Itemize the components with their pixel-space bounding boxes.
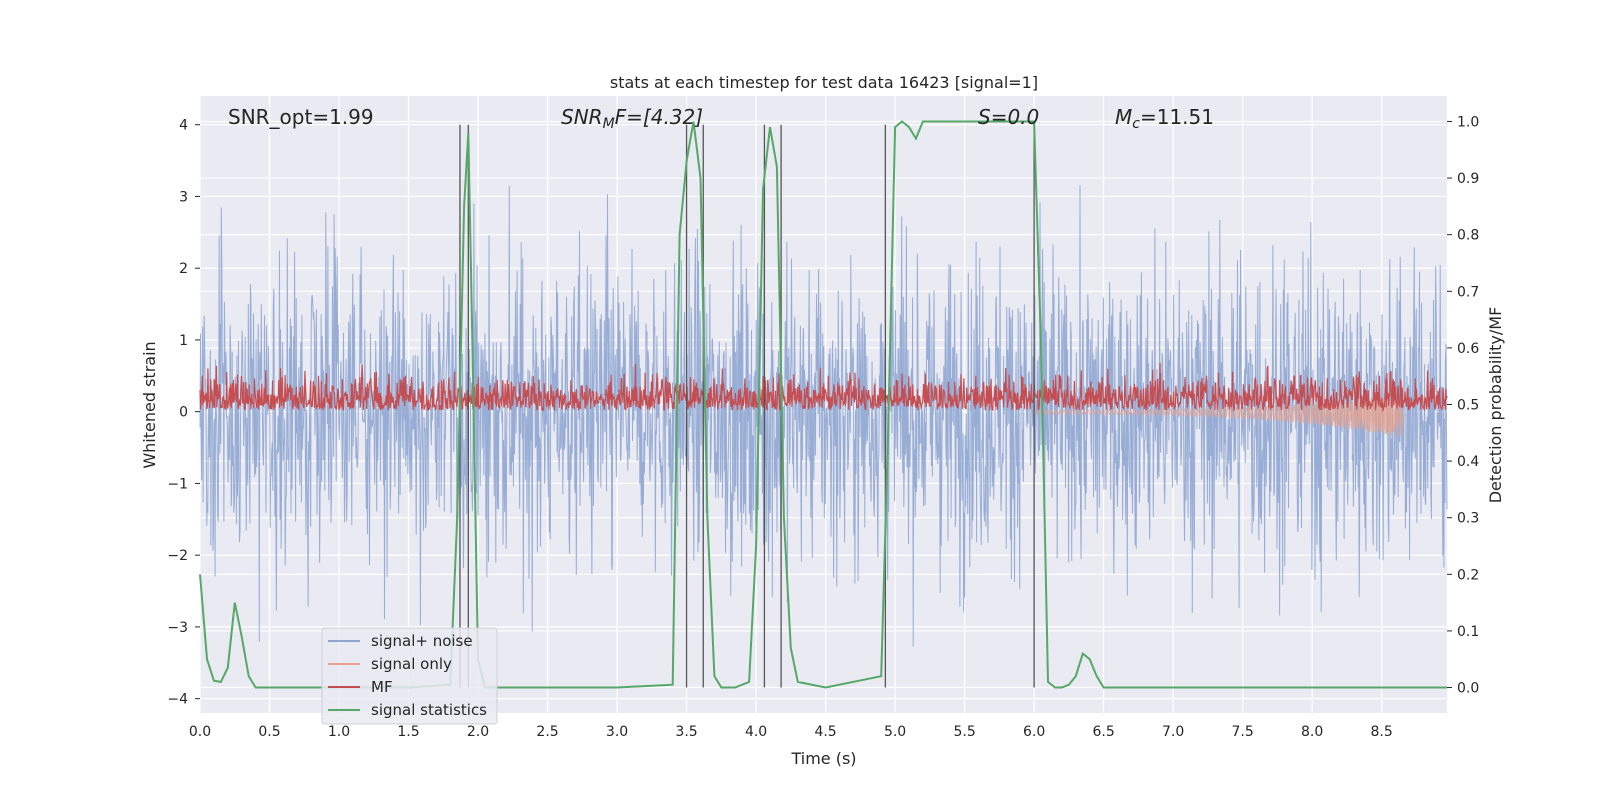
x-axis-label: Time (s) [790,749,856,768]
signal-only-line [1033,395,1403,437]
mf-series [199,362,1448,413]
signal-noise-series [199,184,1448,647]
snr-opt-annotation: SNR_opt=1.99 [228,105,374,129]
legend-label-mf: MF [371,678,393,696]
x-tick-label: 3.0 [606,724,628,740]
chart-title: stats at each timestep for test data 164… [610,73,1038,92]
left-tick-label: −2 [167,548,188,564]
left-tick-label: −1 [167,476,188,492]
signal-only-series [1033,395,1403,437]
snr-mf-annotation: SNRMF=[4.32] [561,105,703,132]
left-tick-label: 2 [179,261,188,277]
x-tick-label: 1.5 [397,724,419,740]
right-tick-label: 0.7 [1457,284,1479,300]
legend-label-signal-noise: signal+ noise [371,632,473,650]
x-tick-label: 2.0 [467,724,489,740]
right-tick-label: 1.0 [1457,114,1479,130]
x-tick-label: 1.0 [328,724,350,740]
legend-label-signal-statistics: signal statistics [371,701,487,719]
x-tick-label: 4.5 [814,724,836,740]
x-tick-label: 3.5 [675,724,697,740]
x-tick-label: 0.5 [258,724,280,740]
left-tick-label: 0 [179,405,188,421]
left-tick-label: 4 [179,118,188,134]
x-tick-label: 6.5 [1092,724,1114,740]
x-tick-label: 2.5 [536,724,558,740]
left-tick-label: −3 [167,620,188,636]
right-tick-label: 0.4 [1457,454,1479,470]
left-axis-label: Whitened strain [140,341,159,468]
legend-box [321,627,498,725]
s-annotation: S=0.0 [978,105,1039,129]
legend-label-signal-only: signal only [371,655,452,673]
x-tick-label: 7.0 [1162,724,1184,740]
x-tick-label: 7.5 [1232,724,1254,740]
left-tick-label: −4 [167,692,188,708]
x-tick-label: 5.0 [884,724,906,740]
x-tick-label: 8.0 [1301,724,1323,740]
mf-line [199,362,1448,413]
left-axis-ticks: 4 3 2 1 0 −1 −2 −3 −4 [167,118,200,708]
x-tick-label: 8.5 [1371,724,1393,740]
x-tick-label: 4.0 [745,724,767,740]
x-tick-label: 5.5 [953,724,975,740]
right-tick-label: 0.9 [1457,171,1479,187]
right-tick-label: 0.8 [1457,228,1479,244]
mc-annotation: Mc=11.51 [1115,105,1214,132]
right-tick-label: 0.5 [1457,398,1479,414]
left-tick-label: 1 [179,333,188,349]
right-axis-label: Detection probability/MF [1486,307,1505,504]
x-tick-label: 0.0 [189,724,211,740]
x-axis-ticks: 0.0 0.5 1.0 1.5 2.0 2.5 3.0 3.5 4.0 4.5 5.0 5.5 6.0 6… [189,724,1393,740]
right-tick-label: 0.2 [1457,567,1479,583]
right-tick-label: 0.0 [1457,681,1479,697]
right-tick-label: 0.1 [1457,624,1479,640]
right-tick-label: 0.6 [1457,341,1479,357]
legend: signal+ noise signal only MF signal stat… [321,627,498,725]
signal-noise-line [199,184,1448,647]
right-axis-ticks: 1.0 0.9 0.8 0.7 0.6 0.5 0.4 0.3 0.2 0.1 0.0 [1447,114,1479,697]
left-tick-label: 3 [179,189,188,205]
right-tick-label: 0.3 [1457,511,1479,527]
x-tick-label: 6.0 [1023,724,1045,740]
